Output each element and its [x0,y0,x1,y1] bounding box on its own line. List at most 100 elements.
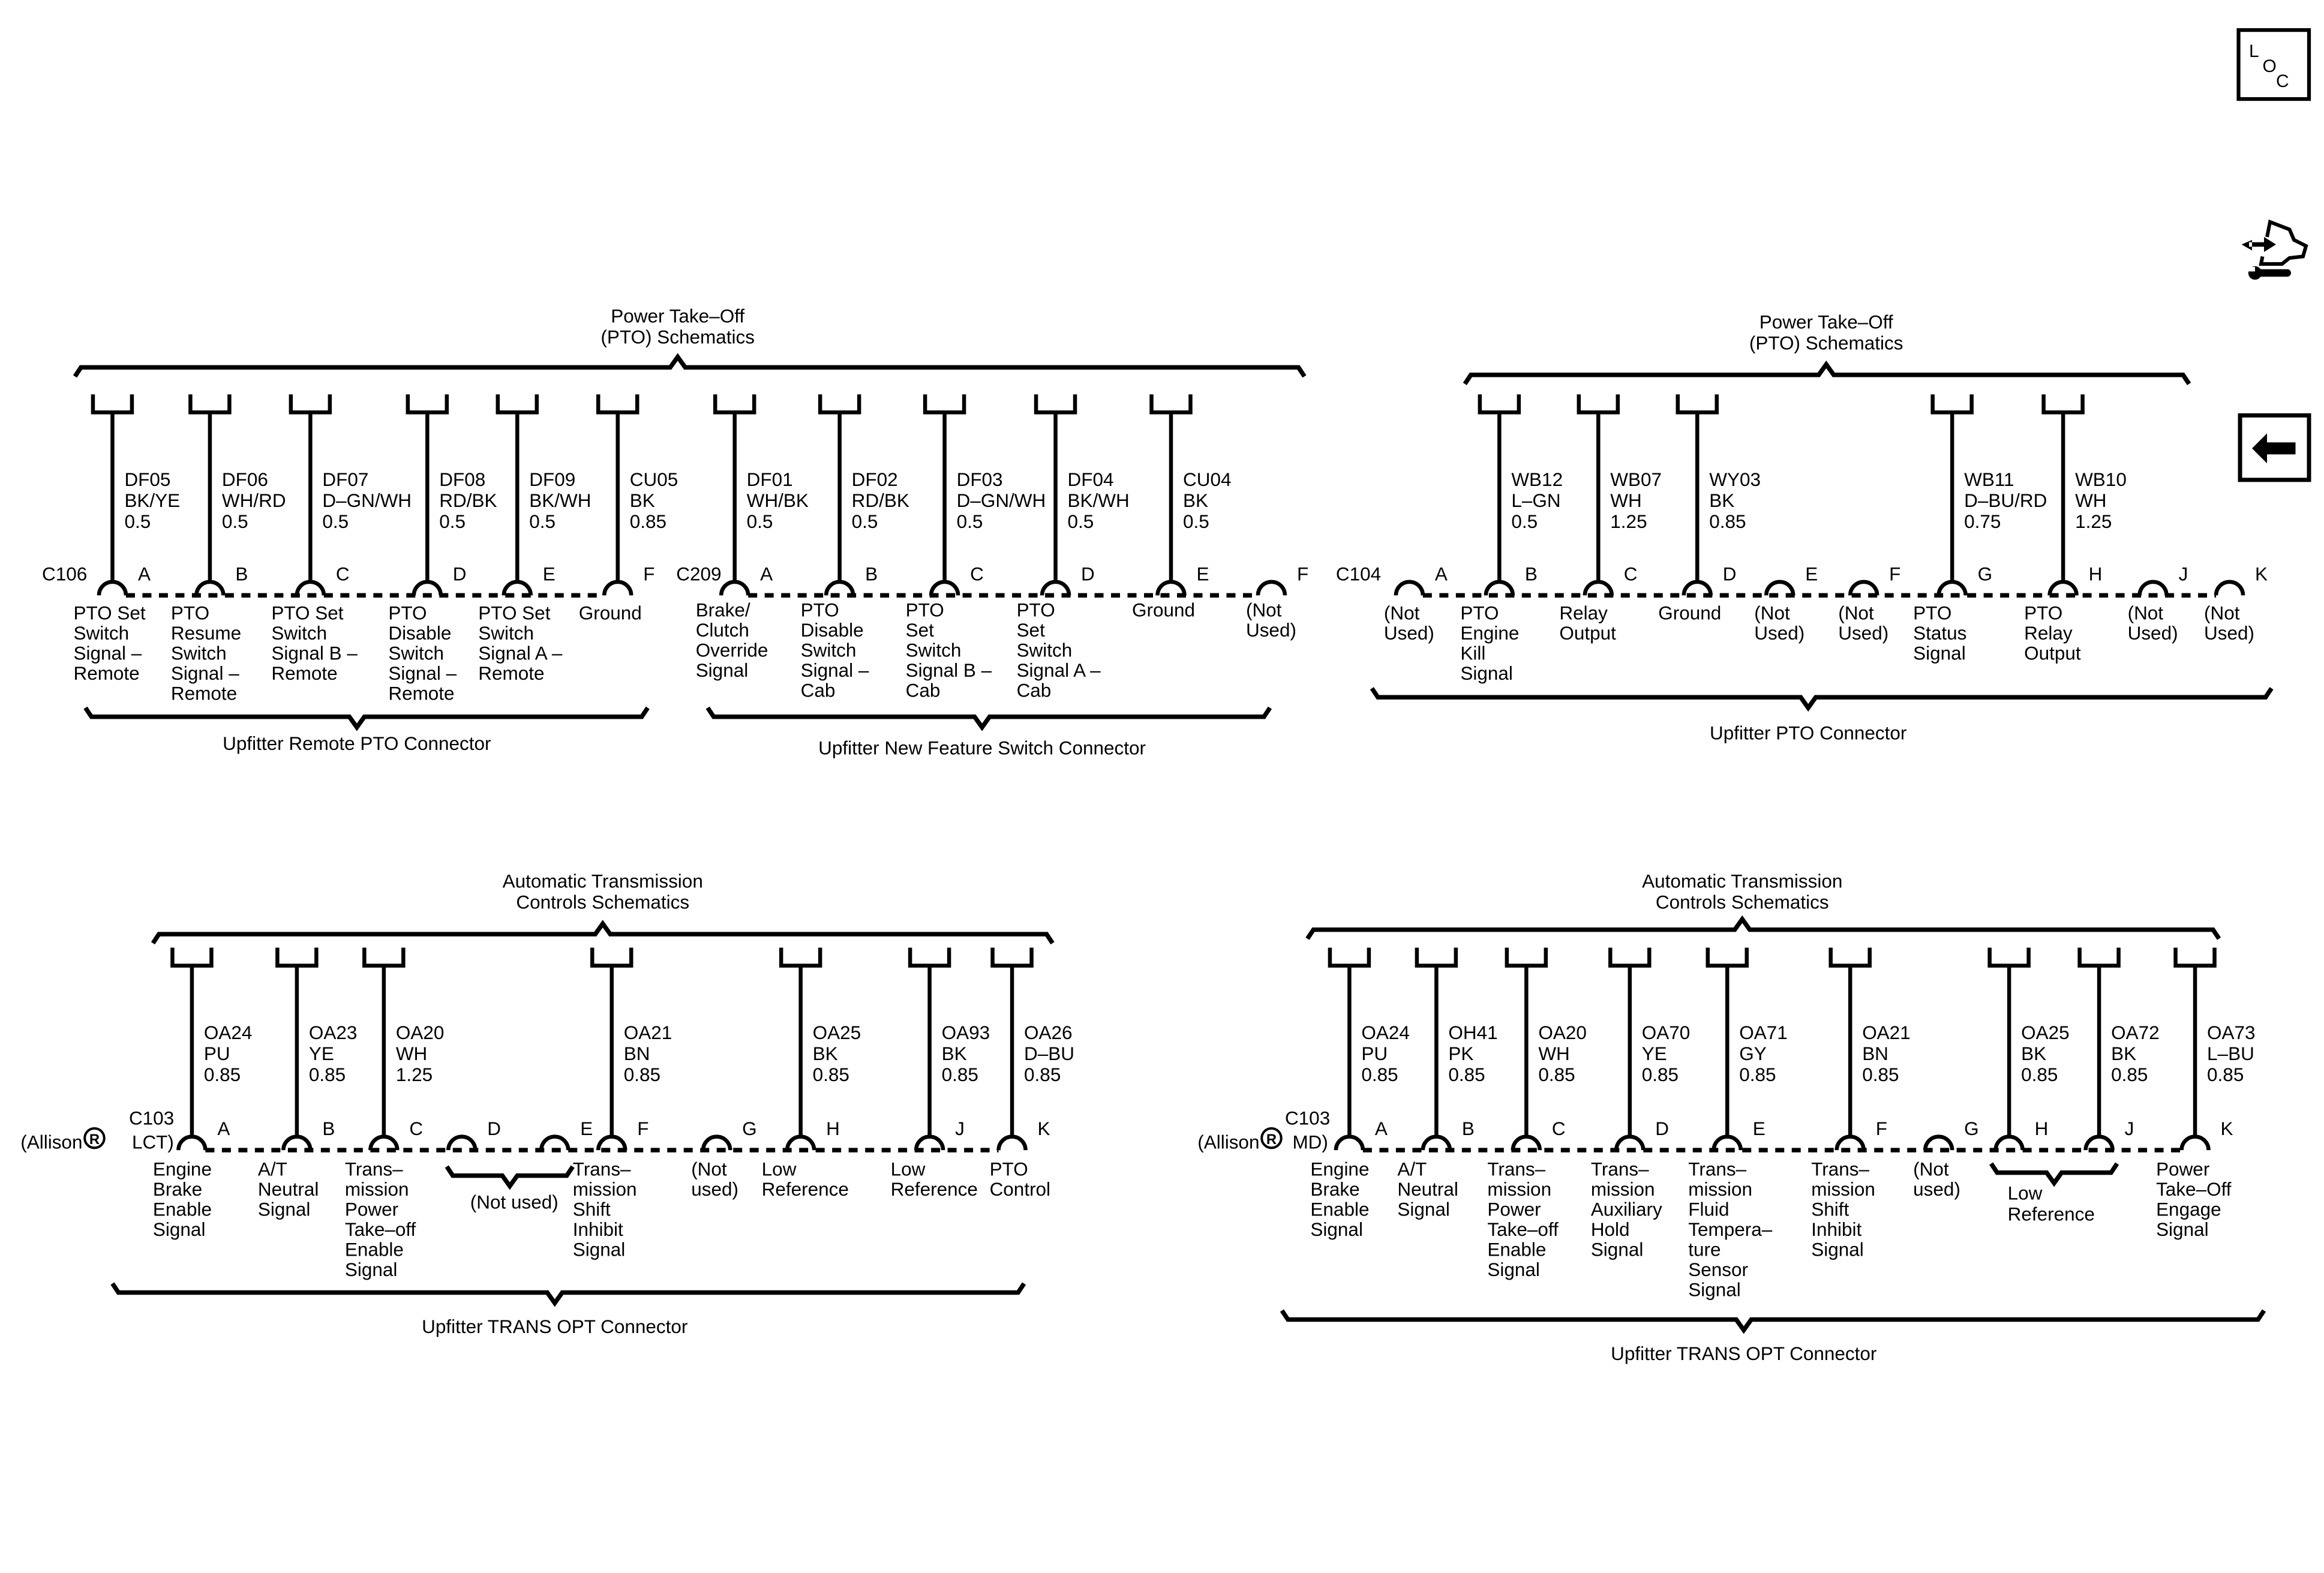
loc-button[interactable]: LOC [2236,28,2311,101]
pin-letter: A [1375,1118,1388,1139]
wire-color: BK [1183,490,1208,511]
pin-description: Signal A – [478,642,563,664]
back-arrow-icon[interactable] [2252,433,2296,464]
terminal-connector-icon [990,947,1034,968]
pin-e[interactable]: E [539,1118,593,1151]
pin-description: Enable [153,1199,212,1220]
back-button[interactable] [2238,413,2311,482]
pin-description: Signal A – [1017,659,1101,681]
wire-size: 0.5 [322,511,349,532]
pin-letter: J [955,1118,965,1139]
loc-icon[interactable] [2236,28,2311,101]
pin-description: Remote [73,662,139,684]
wire-size: 0.85 [1862,1064,1899,1085]
pin-description: Switch [388,642,444,664]
pin-description: Trans– [573,1158,631,1180]
terminal-connector-icon [1608,947,1652,968]
wire-size: 0.5 [1068,511,1094,532]
pin-description: Used) [1754,622,1804,644]
wire-size: 0.5 [529,511,556,532]
pin-description: mission [1591,1178,1655,1200]
terminal-connector-icon [2173,947,2217,968]
pin-letter: C [1624,563,1638,584]
pin-letter: A [138,563,151,584]
pin-d[interactable]: D [446,1118,501,1151]
service-info-icon[interactable] [2241,219,2308,280]
circuit-number: OA23 [309,1022,358,1043]
wire-size: 0.85 [813,1064,849,1085]
pin-description: A/T [1397,1158,1427,1180]
terminal-cavity [996,1134,1028,1151]
wire-color: BK [630,490,655,511]
pin-description: Neutral [1397,1178,1458,1200]
wire-size: 0.85 [1448,1064,1485,1085]
terminal-cavity [701,1134,732,1151]
wire-color: WH [1538,1043,1569,1064]
terminal-cavity [2137,580,2169,596]
connector-name: Upfitter New Feature Switch Connector [818,737,1146,758]
wire-size: 0.85 [624,1064,660,1085]
pin-description: Shift [1811,1199,1849,1220]
circuit-number: OA26 [1024,1022,1073,1043]
wire-color: BK [1709,490,1734,511]
wire-color: L–GN [1511,490,1560,511]
wire-size: 0.85 [2111,1064,2148,1085]
pin-letter: D [487,1118,501,1139]
wire-size: 0.85 [630,511,666,532]
pin-letter: E [543,563,556,584]
terminal-connector-icon [1577,394,1620,415]
connector-id: C106 [42,563,87,584]
header-title: Automatic Transmission [503,870,703,892]
circuit-number: OA24 [1361,1022,1410,1043]
terminal-cavity [719,580,750,596]
wire-color: BN [624,1043,650,1064]
group-note: Reference [2008,1203,2095,1225]
terminal-cavity [97,580,128,596]
wire-size: 0.85 [204,1064,241,1085]
pin-description: Used) [2204,622,2254,644]
terminal-connector-icon [1415,947,1458,968]
terminal-cavity [446,1134,478,1151]
